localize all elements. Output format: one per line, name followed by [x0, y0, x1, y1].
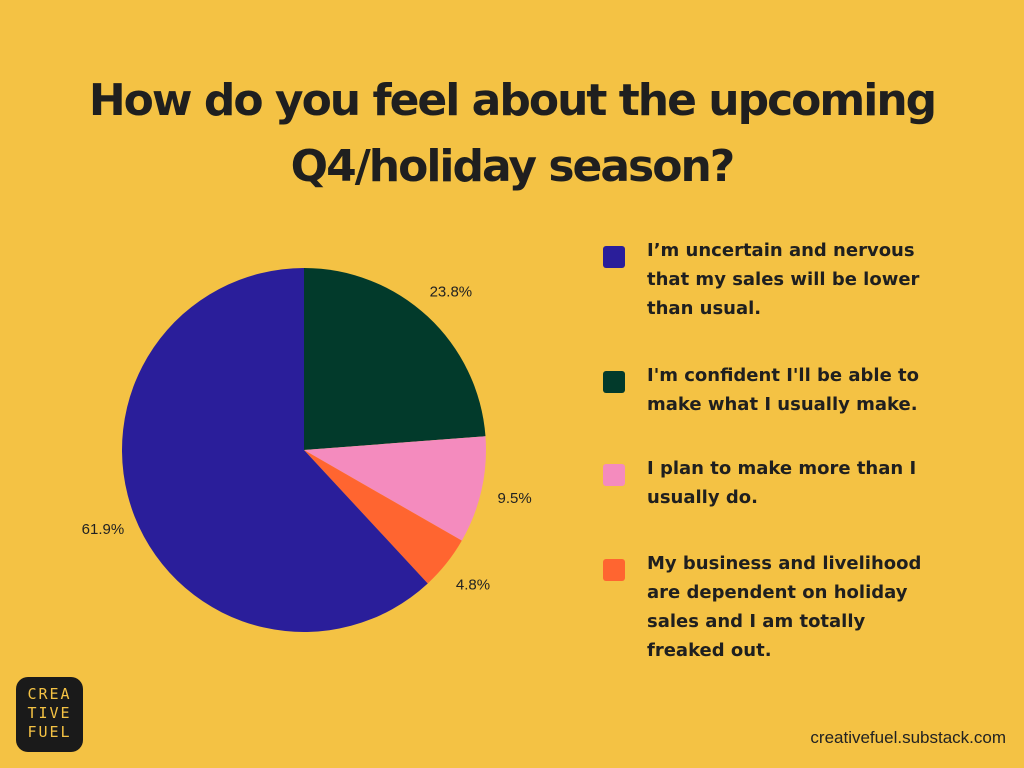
- pie-slice-more: [304, 436, 486, 541]
- legend-swatch-freaked-out: [603, 559, 625, 581]
- footer-url[interactable]: creativefuel.substack.com: [810, 728, 1006, 747]
- chart-title-line-1: How do you feel about the upcoming: [88, 75, 937, 126]
- legend-label-uncertain: I’m uncertain and nervous that my sales …: [647, 240, 920, 319]
- legend-swatch-confident: [603, 371, 625, 393]
- logo-line-3: FUEL: [27, 723, 72, 741]
- chart-title: How do you feel about the upcoming Q4/ho…: [60, 68, 964, 200]
- chart-title-line-2: Q4/holiday season?: [290, 141, 736, 192]
- creative-fuel-logo: CREA TIVE FUEL: [16, 677, 83, 752]
- slice-label-freaked-out: 4.8%: [456, 577, 490, 594]
- logo-line-1: CREA: [27, 685, 72, 703]
- legend-swatch-more: [603, 464, 625, 486]
- slice-label-uncertain: 61.9%: [82, 521, 125, 538]
- pie-slice-uncertain: [122, 268, 428, 632]
- slice-label-more: 9.5%: [498, 490, 532, 507]
- pie-slice-confident: [304, 268, 486, 450]
- legend-label-freaked-out: My business and livelihood are dependent…: [647, 553, 922, 661]
- logo-line-2: TIVE: [27, 704, 72, 722]
- legend-swatch-uncertain: [603, 246, 625, 268]
- pie-chart: 23.8% 9.5% 4.8% 61.9%: [82, 268, 532, 632]
- legend-label-more: I plan to make more than I usually do.: [647, 458, 917, 508]
- pie-slice-freaked-out: [304, 450, 462, 584]
- slice-label-confident: 23.8%: [430, 284, 473, 301]
- legend-label-confident: I'm confident I'll be able to make what …: [647, 365, 920, 415]
